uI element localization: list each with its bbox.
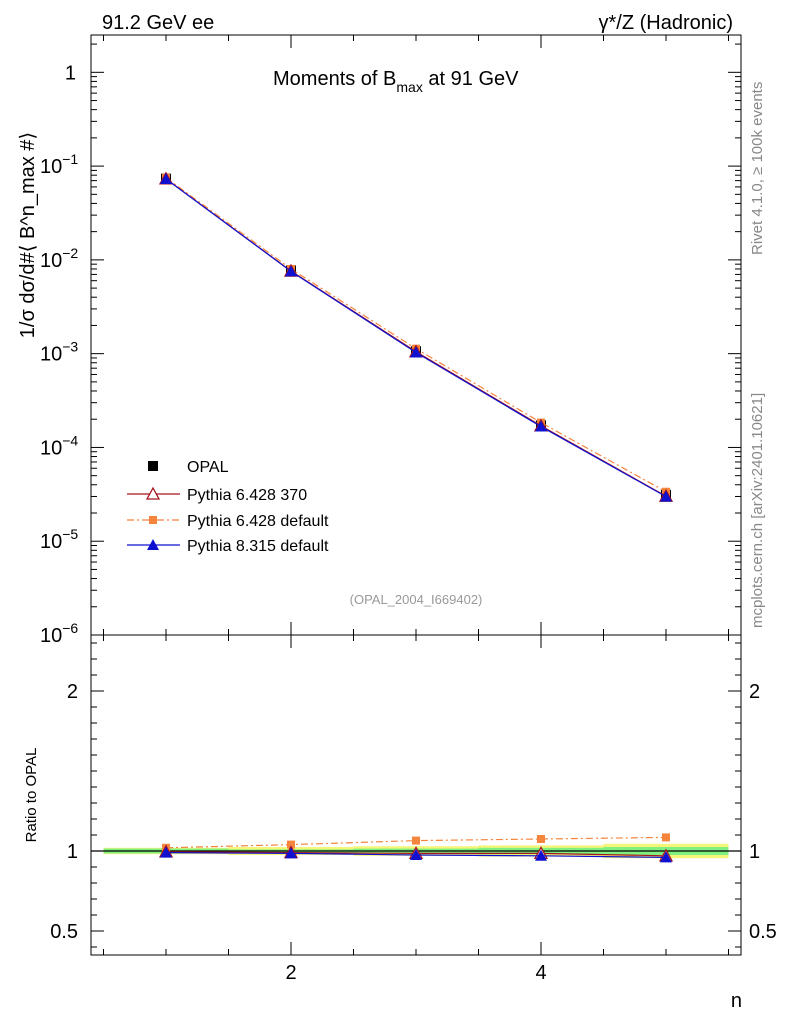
data-point-p6-default	[412, 836, 420, 845]
ratio-frame	[90, 634, 742, 956]
ratio-y-tick-label: 2	[67, 681, 78, 703]
ratio-panel: 0.5 0.5 1 1 2 2 2 4 Ratio to OPAL	[23, 634, 777, 984]
data-point-p6-default	[537, 835, 545, 843]
y-tick-base: 10	[40, 344, 62, 366]
data-point-p8-default	[410, 346, 422, 358]
y-tick-label: 10−2	[40, 245, 78, 272]
data-point-p8-default	[160, 846, 172, 858]
x-axis-label: n	[731, 990, 742, 1012]
ratio-ylabel: Ratio to OPAL	[23, 748, 40, 843]
mcplots-credit-label: mcplots.cern.ch [arXiv:2401.10621]	[749, 393, 766, 628]
y-tick-base: 10	[40, 531, 62, 553]
ratio-series	[91, 833, 741, 863]
main-title-pre: Moments of B	[273, 68, 396, 90]
legend-marker-orange-square	[149, 516, 157, 524]
legend-label-opal: OPAL	[187, 459, 229, 476]
y-tick-base: 10	[40, 250, 62, 272]
legend-entry-p8-default: Pythia 8.315 default	[127, 538, 329, 555]
y-tick-label: 10−5	[40, 526, 78, 553]
data-point-p6-default	[287, 840, 295, 849]
legend-marker-open-triangle	[145, 486, 161, 500]
x-tick-label: 4	[535, 962, 546, 984]
ratio-y-tick-label-right: 1	[749, 841, 760, 863]
data-point-p8-default	[660, 490, 672, 502]
y-tick-base: 10	[40, 437, 62, 459]
ratio-y-tick-label-right: 2	[749, 681, 760, 703]
series-line	[165, 177, 667, 493]
y-tick-label: 10−6	[40, 620, 78, 647]
legend-entry-p6-370: Pythia 6.428 370	[127, 486, 307, 504]
y-tick-base: 10	[40, 156, 62, 178]
data-point-p8-default	[160, 173, 172, 185]
y-tick-label: 1	[65, 62, 76, 84]
ratio-ticks: 0.5 0.5 1 1 2 2 2 4	[50, 635, 777, 984]
main-title-sub: max	[396, 79, 422, 95]
analysis-id-label: (OPAL_2004_I669402)	[350, 592, 483, 607]
ratio-y-tick-label: 1	[67, 841, 78, 863]
legend-marker-filled-triangle	[147, 539, 159, 550]
series-line	[165, 178, 667, 497]
legend-entry-p6-default: Pythia 6.428 default	[127, 513, 329, 530]
legend-label-p6-default: Pythia 6.428 default	[187, 513, 329, 530]
data-point-p6-default	[662, 833, 670, 842]
data-point-p8-default	[535, 849, 547, 861]
header-process-label: γ*/Z (Hadronic)	[599, 12, 733, 34]
y-tick-label: 10−4	[40, 432, 78, 459]
legend-marker-square	[148, 461, 158, 471]
legend-entry-opal: OPAL	[148, 459, 229, 476]
y-tick-exp: −5	[62, 526, 78, 542]
main-title-post: at 91 GeV	[423, 68, 519, 90]
main-ylabel: 1/σ dσ/d#⟨ B^n_max #⟩	[17, 132, 39, 338]
header-energy-label: 91.2 GeV ee	[102, 12, 214, 34]
series-line	[165, 178, 667, 498]
main-title: Moments of Bmax at 91 GeV	[273, 68, 519, 95]
legend-label-p6-370: Pythia 6.428 370	[187, 487, 307, 504]
y-tick-exp: −1	[62, 151, 78, 167]
y-tick-exp: −6	[62, 620, 78, 636]
data-point-p8-default	[535, 420, 547, 432]
y-tick-exp: −3	[62, 339, 78, 355]
main-series	[158, 171, 674, 502]
y-tick-exp: −2	[62, 245, 78, 261]
data-point-p8-default	[410, 849, 422, 860]
legend-label-p8-default: Pythia 8.315 default	[187, 538, 329, 555]
y-tick-label: 10−1	[40, 151, 78, 178]
data-point-p8-default	[285, 847, 297, 859]
x-tick-label: 2	[285, 962, 296, 984]
ratio-y-tick-label: 0.5	[50, 921, 78, 943]
y-tick-base: 10	[40, 625, 62, 647]
y-tick-label: 10−3	[40, 339, 78, 366]
data-point-p8-default	[285, 265, 297, 277]
main-panel: Moments of Bmax at 91 GeV 1/σ dσ/d#⟨ B^n…	[17, 34, 742, 647]
y-tick-exp: −4	[62, 432, 78, 448]
main-ticks: 110−110−210−310−410−510−6	[40, 35, 741, 647]
data-point-p8-default	[660, 851, 672, 863]
rivet-version-label: Rivet 4.1.0, ≥ 100k events	[749, 82, 766, 255]
ratio-y-tick-label-right: 0.5	[749, 921, 777, 943]
legend: OPAL Pythia 6.428 370 Pythia 6.428 defau…	[127, 459, 329, 555]
